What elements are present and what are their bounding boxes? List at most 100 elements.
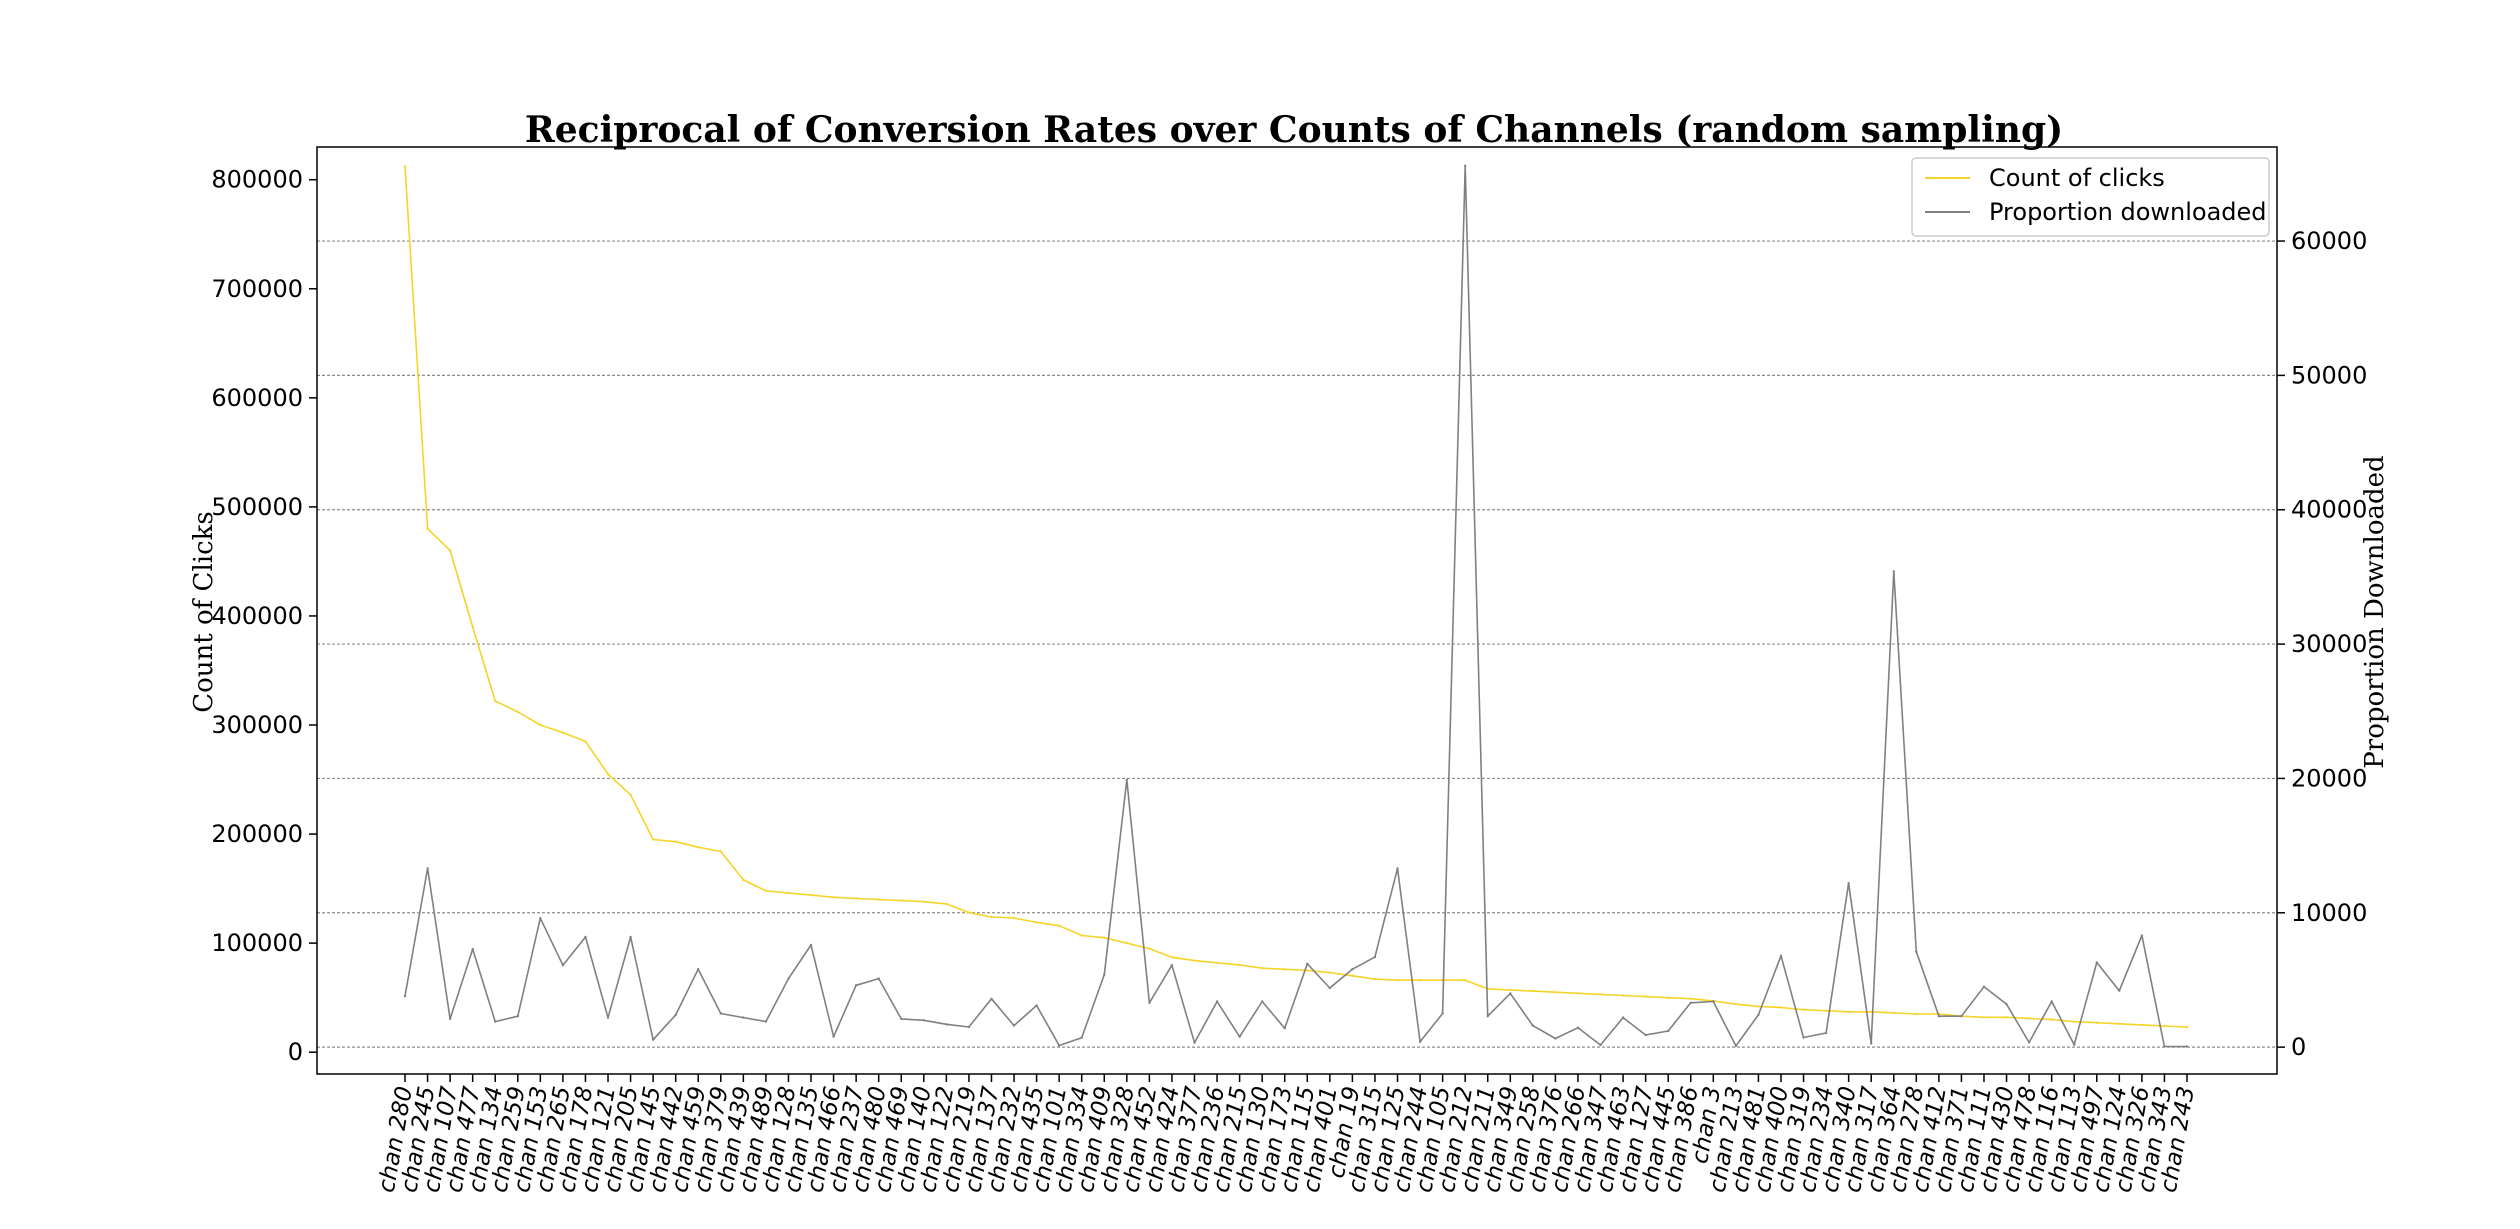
point-count-of-clicks-chan-280 [404,165,406,167]
series-group-count-of-clicks [404,165,2188,1028]
point-proportion-downloaded-chan-237 [855,984,857,986]
point-count-of-clicks-chan-463 [1622,994,1624,996]
point-count-of-clicks-chan-343 [2163,1025,2165,1027]
point-proportion-downloaded-chan-315 [1374,956,1376,958]
point-proportion-downloaded-chan-379 [720,1012,722,1014]
point-count-of-clicks-chan-481 [1757,1005,1759,1007]
point-proportion-downloaded-chan-134 [494,1020,496,1022]
point-proportion-downloaded-chan-424 [1171,964,1173,966]
point-count-of-clicks-chan-278 [1915,1013,1917,1015]
point-proportion-downloaded-chan-349 [1509,992,1511,994]
point-count-of-clicks-chan-125 [1396,979,1398,981]
right-tick-label-30000: 30000 [2291,630,2367,658]
point-proportion-downloaded-chan-435 [1035,1004,1037,1006]
point-count-of-clicks-chan-124 [2118,1023,2120,1025]
point-count-of-clicks-chan-232 [1013,917,1015,919]
right-axis-title: Proportion Downloaded [2360,455,2390,768]
point-count-of-clicks-chan-173 [1284,968,1286,970]
point-proportion-downloaded-chan-130 [1261,1000,1263,1002]
point-proportion-downloaded-chan-258 [1532,1024,1534,1026]
point-proportion-downloaded-chan-452 [1148,1002,1150,1004]
point-count-of-clicks-chan-379 [720,850,722,852]
point-proportion-downloaded-chan-219 [968,1026,970,1028]
left-tick-label-700000: 700000 [211,275,303,303]
point-proportion-downloaded-chan-439 [742,1016,744,1018]
point-proportion-downloaded-chan-135 [810,944,812,946]
point-count-of-clicks-chan-213 [1735,1003,1737,1005]
left-y-axis: 0100000200000300000400000500000600000700… [211,166,317,1066]
chart-title: Reciprocal of Conversion Rates over Coun… [525,109,2063,151]
point-proportion-downloaded-chan-127 [1644,1034,1646,1036]
gridlines [317,241,2277,1047]
point-count-of-clicks-chan-127 [1644,995,1646,997]
point-count-of-clicks-chan-445 [1667,997,1669,999]
point-proportion-downloaded-chan-178 [584,936,586,938]
point-count-of-clicks-chan-265 [562,731,564,733]
point-proportion-downloaded-chan-101 [1058,1044,1060,1046]
point-proportion-downloaded-chan-319 [1802,1036,1804,1038]
point-count-of-clicks-chan-315 [1374,978,1376,980]
point-proportion-downloaded-chan-243 [2186,1045,2188,1047]
point-proportion-downloaded-chan-334 [1081,1037,1083,1039]
point-count-of-clicks-chan-153 [539,724,541,726]
point-proportion-downloaded-chan-364 [1893,570,1895,572]
point-count-of-clicks-chan-244 [1419,979,1421,981]
point-count-of-clicks-chan-130 [1261,967,1263,969]
point-count-of-clicks-chan-266 [1577,992,1579,994]
point-proportion-downloaded-chan-371 [1960,1015,1962,1017]
series-line-proportion-downloaded [405,166,2187,1047]
point-proportion-downloaded-chan-125 [1396,867,1398,869]
point-count-of-clicks-chan-326 [2141,1024,2143,1026]
point-proportion-downloaded-chan-232 [1013,1024,1015,1026]
point-proportion-downloaded-chan-140 [923,1019,925,1021]
point-proportion-downloaded-chan-137 [990,998,992,1000]
point-count-of-clicks-chan-319 [1802,1009,1804,1011]
point-count-of-clicks-chan-400 [1780,1006,1782,1008]
point-count-of-clicks-chan-137 [990,916,992,918]
point-proportion-downloaded-chan-445 [1667,1030,1669,1032]
point-count-of-clicks-chan-386 [1690,998,1692,1000]
point-count-of-clicks-chan-452 [1148,947,1150,949]
point-count-of-clicks-chan-466 [832,896,834,898]
point-proportion-downloaded-chan-386 [1690,1002,1692,1004]
point-count-of-clicks-chan-116 [2051,1018,2053,1020]
point-proportion-downloaded-chan-376 [1554,1037,1556,1039]
right-tick-label-10000: 10000 [2291,899,2367,927]
point-proportion-downloaded-chan-3 [1712,1000,1714,1002]
point-count-of-clicks-chan-477 [472,626,474,628]
right-tick-label-40000: 40000 [2291,496,2367,524]
point-proportion-downloaded-chan-317 [1870,1042,1872,1044]
right-tick-label-20000: 20000 [2291,764,2367,792]
point-proportion-downloaded-chan-401 [1329,987,1331,989]
point-proportion-downloaded-chan-469 [900,1018,902,1020]
point-proportion-downloaded-chan-236 [1216,1000,1218,1002]
point-count-of-clicks-chan-497 [2096,1022,2098,1024]
series-group-proportion-downloaded [404,165,2188,1048]
point-proportion-downloaded-chan-128 [787,977,789,979]
point-count-of-clicks-chan-401 [1329,971,1331,973]
point-proportion-downloaded-chan-463 [1622,1016,1624,1018]
point-proportion-downloaded-chan-280 [404,995,406,997]
point-count-of-clicks-chan-178 [584,740,586,742]
point-proportion-downloaded-chan-107 [449,1018,451,1020]
point-proportion-downloaded-chan-124 [2118,990,2120,992]
series-lines [404,165,2188,1048]
point-proportion-downloaded-chan-122 [945,1023,947,1025]
point-proportion-downloaded-chan-105 [1441,1012,1443,1014]
point-count-of-clicks-chan-145 [652,838,654,840]
left-tick-label-200000: 200000 [211,820,303,848]
point-count-of-clicks-chan-140 [923,901,925,903]
left-tick-label-100000: 100000 [211,929,303,957]
point-proportion-downloaded-chan-343 [2163,1045,2165,1047]
point-proportion-downloaded-chan-412 [1938,1015,1940,1017]
point-count-of-clicks-chan-328 [1126,942,1128,944]
legend-label-count-of-clicks: Count of clicks [1989,164,2165,192]
point-count-of-clicks-chan-377 [1193,959,1195,961]
point-proportion-downloaded-chan-430 [2005,1003,2007,1005]
right-tick-label-0: 0 [2291,1033,2306,1061]
point-proportion-downloaded-chan-497 [2096,961,2098,963]
point-count-of-clicks-chan-340 [1847,1011,1849,1013]
point-proportion-downloaded-chan-211 [1487,1015,1489,1017]
